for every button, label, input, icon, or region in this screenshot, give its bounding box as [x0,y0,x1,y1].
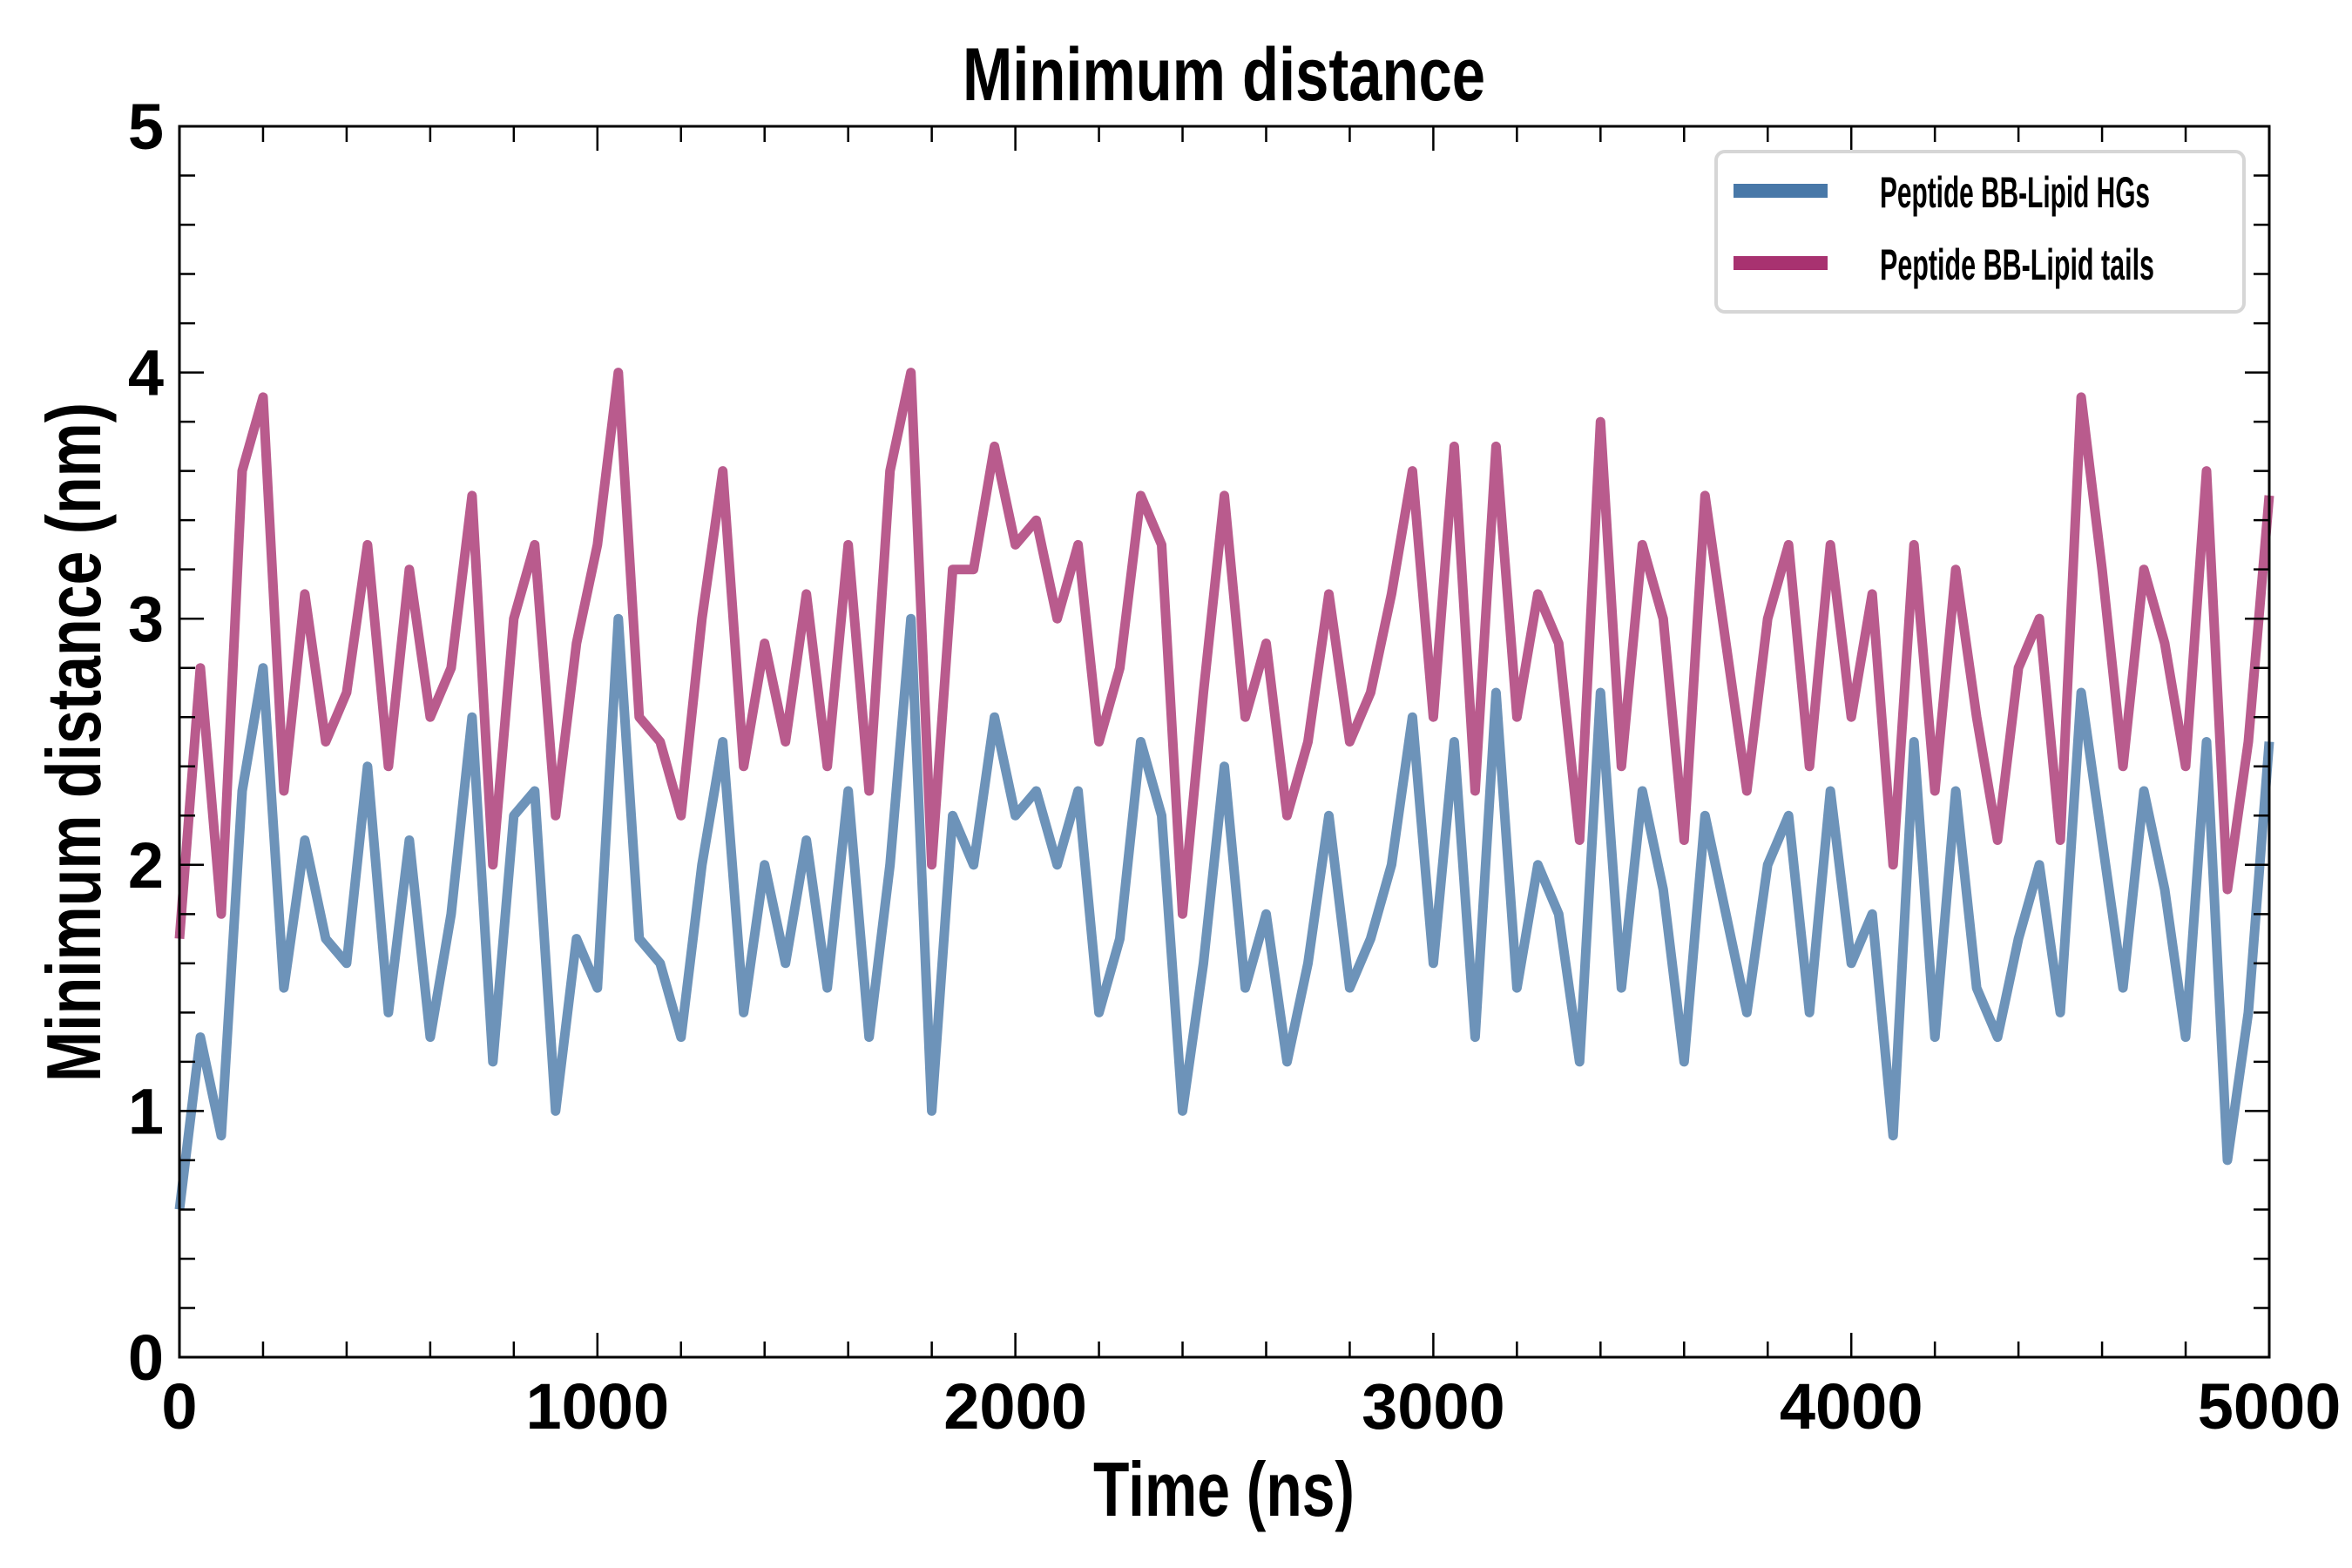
legend-label-hgs: Peptide BB-Lipid HGs [1880,168,2150,217]
axis-ticks [178,125,2271,1359]
y-tick-labels: 0 1 2 3 4 5 [128,91,164,1394]
x-tick-label: 2000 [943,1370,1087,1443]
y-tick-label: 4 [128,337,164,409]
y-tick-label: 3 [128,583,164,655]
chart-title: Minimum distance [963,33,1485,117]
x-tick-label: 3000 [1362,1370,1505,1443]
y-axis-label: Minimum distance (nm) [30,402,117,1082]
plot-frame [178,125,2271,1359]
x-axis-label: Time (ns) [1093,1446,1355,1532]
series-line-hgs [174,613,2274,1211]
x-tick-label: 1000 [525,1370,669,1443]
y-tick-label: 2 [128,829,164,902]
series-line-tails [174,368,2274,940]
series-lines [174,368,2274,1211]
legend-box [1714,150,2246,314]
x-tick-labels: 0 1000 2000 3000 4000 5000 [161,1370,2341,1443]
legend: Peptide BB-Lipid HGs Peptide BB-Lipid ta… [1714,150,2246,314]
x-tick-label: 5000 [2198,1370,2342,1443]
y-tick-label: 0 [128,1321,164,1394]
legend-label-tails: Peptide BB-Lipid tails [1880,240,2154,289]
y-tick-label: 1 [128,1075,164,1147]
x-tick-label: 4000 [1780,1370,1923,1443]
y-tick-label: 5 [128,91,164,163]
x-tick-label: 0 [161,1370,197,1443]
